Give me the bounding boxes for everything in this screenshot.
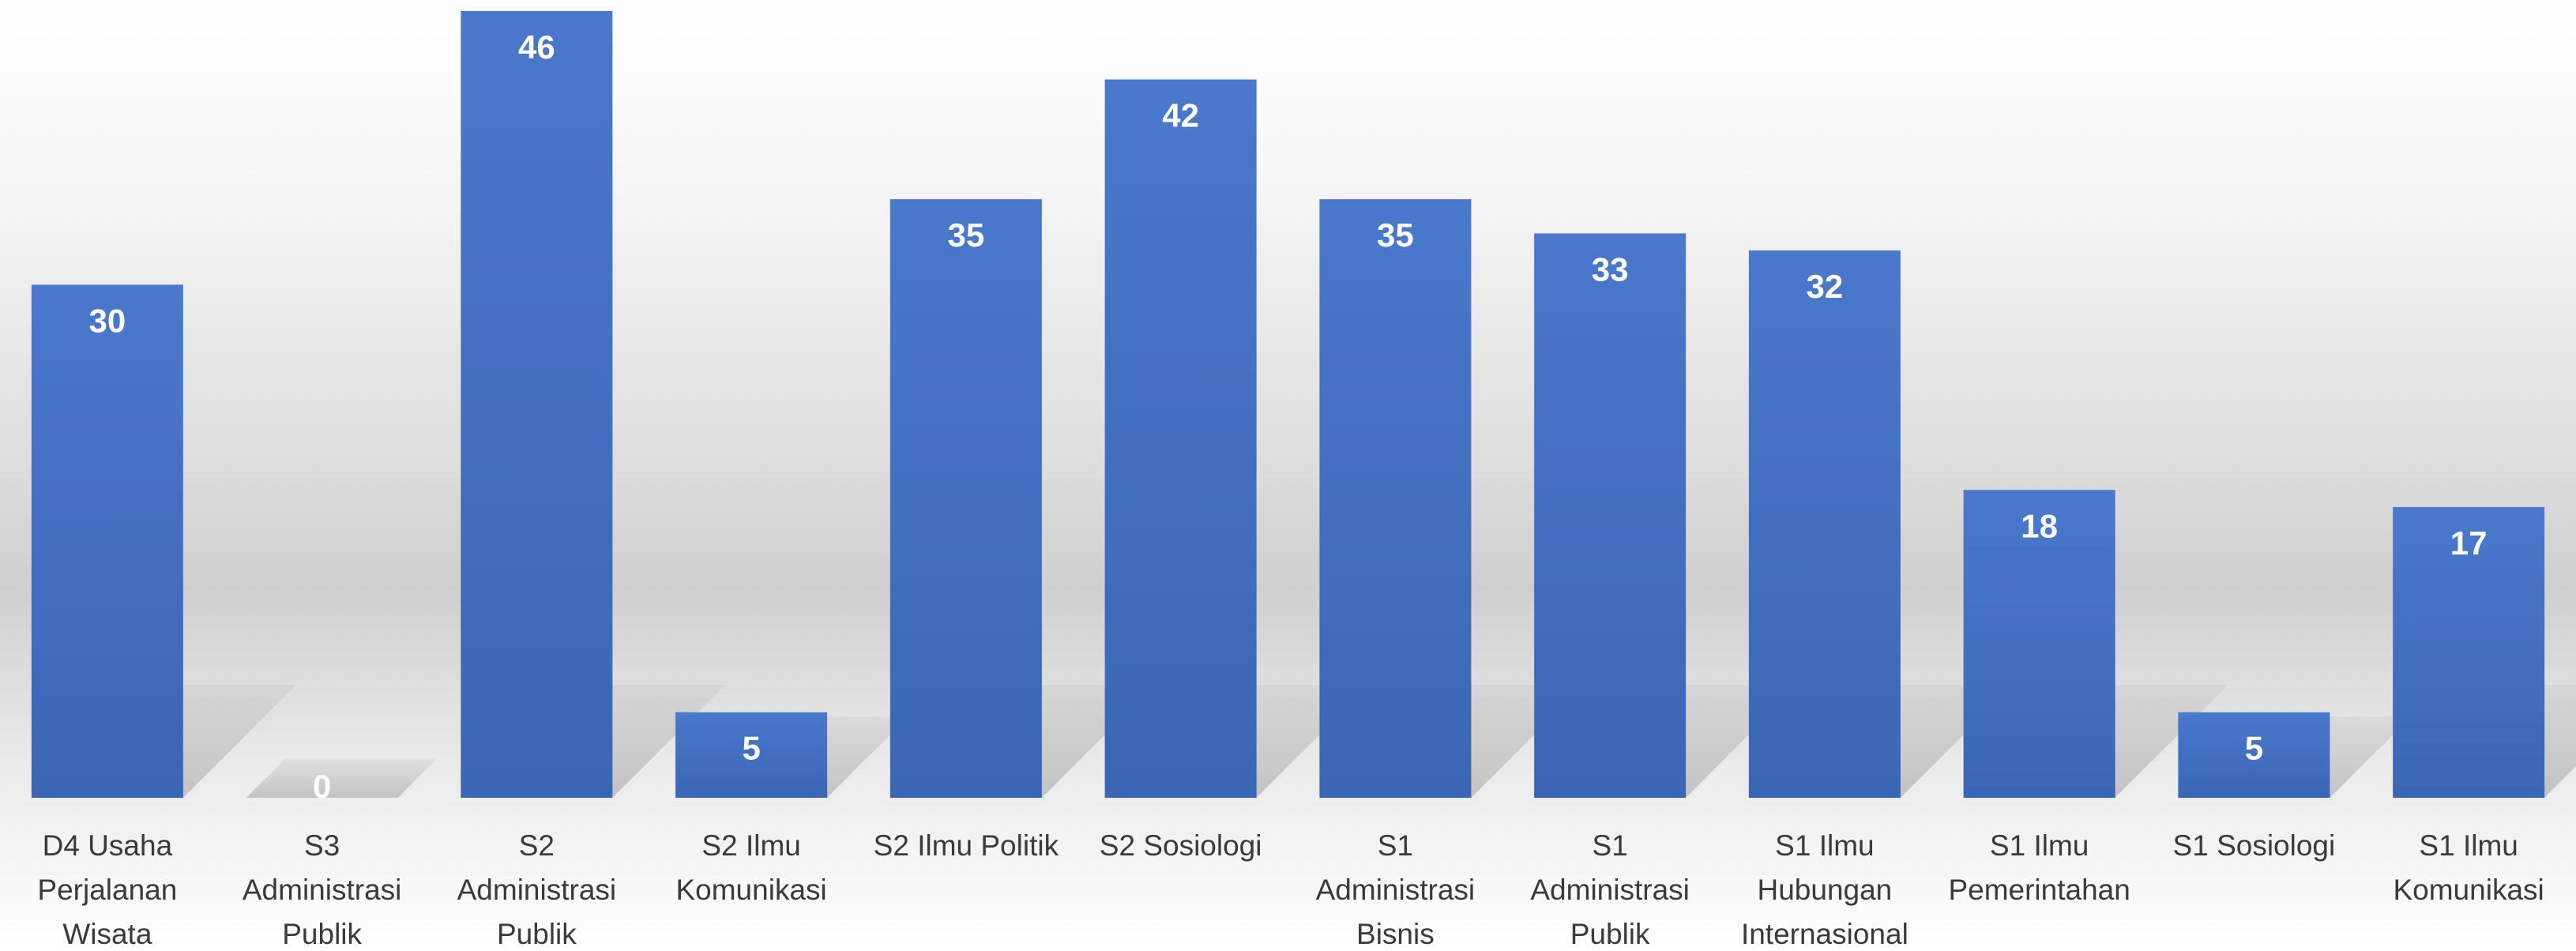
- category-label-line: Publik: [497, 918, 577, 947]
- category-label-line: S1: [1592, 829, 1627, 862]
- category-label: S1 Sosiologi: [2173, 829, 2336, 862]
- bar: [1963, 490, 2115, 798]
- bar: [889, 199, 1042, 798]
- category-label: S2 Ilmu Komunikasi: [675, 829, 826, 906]
- bar: [2178, 712, 2330, 798]
- category-label: S2 Administrasi Publik: [457, 829, 617, 947]
- bar: [2393, 506, 2545, 798]
- category-label-line: S1 Sosiologi: [2173, 829, 2336, 862]
- category-label-line: S2 Ilmu Politik: [874, 829, 1059, 862]
- category-label-line: Wisata: [62, 918, 152, 947]
- data-label: 5: [2245, 730, 2263, 767]
- data-label: 5: [742, 730, 760, 767]
- data-label: 42: [1162, 97, 1199, 134]
- category-label-line: S2: [519, 829, 555, 862]
- category-label-line: S2 Ilmu: [701, 829, 800, 862]
- category-label-line: S3: [304, 829, 340, 862]
- category-label-line: Administrasi: [1530, 874, 1690, 906]
- category-label: S1 Ilmu Komunikasi: [2393, 829, 2544, 906]
- data-label: 46: [518, 28, 555, 66]
- category-label-line: Internasional: [1741, 918, 1908, 947]
- category-label: S1 Ilmu Pemerintahan: [1948, 829, 2130, 906]
- category-label-line: S2 Sosiologi: [1100, 829, 1262, 862]
- category-label-line: Bisnis: [1356, 918, 1435, 947]
- category-label: S3 Administrasi Publik: [243, 829, 402, 947]
- data-label: 32: [1807, 268, 1844, 305]
- category-label-line: S1 Ilmu: [1775, 829, 1874, 862]
- category-label-line: S1 Ilmu: [2419, 829, 2518, 862]
- category-labels-group: D4 Usaha Perjalanan Wisata S3 Administrasi Pu…: [37, 829, 2544, 950]
- category-label-line: S1 Ilmu: [1990, 829, 2089, 862]
- bar: [461, 11, 613, 798]
- data-label: 35: [948, 216, 985, 254]
- category-label: S2 Sosiologi: [1100, 829, 1262, 862]
- bar: [1748, 250, 1901, 798]
- category-label-line: S1: [1378, 829, 1413, 862]
- data-label: 17: [2450, 524, 2488, 562]
- bars-group: [31, 11, 2545, 798]
- bar: [1534, 233, 1687, 798]
- category-label-line: Perjalanan: [37, 874, 177, 906]
- bar: [1319, 199, 1472, 798]
- category-label-line: Administrasi: [1316, 874, 1476, 906]
- category-label-line: Hubungan: [1757, 874, 1892, 906]
- data-label: 30: [89, 302, 126, 339]
- data-label: 35: [1377, 216, 1414, 254]
- category-label: S1 Ilmu Hubungan Internasional: [1741, 829, 1908, 947]
- data-label: 18: [2021, 507, 2058, 544]
- category-label: D4 Usaha Perjalanan Wisata: [37, 829, 177, 947]
- bar: [1104, 79, 1257, 798]
- data-label: 33: [1592, 250, 1629, 288]
- category-label-line: D4 Usaha: [43, 829, 173, 862]
- bar-shadow: [246, 758, 438, 798]
- category-label-line: Publik: [282, 918, 362, 947]
- category-label-line: Komunikasi: [675, 874, 826, 906]
- category-label: S1 Administrasi Publik: [1530, 829, 1690, 947]
- bar: [31, 284, 183, 798]
- category-label: S2 Ilmu Politik: [874, 829, 1059, 862]
- value-labels-group: 30 0 46 5 35 42 35 33 32 18 5 17: [89, 28, 2488, 805]
- category-label-line: Pemerintahan: [1948, 874, 2130, 906]
- data-label: 0: [313, 768, 331, 805]
- category-label-line: Administrasi: [457, 874, 617, 906]
- category-label-line: Publik: [1570, 918, 1650, 947]
- category-label-line: Administrasi: [243, 874, 402, 906]
- bar: [675, 712, 828, 798]
- category-label: S1 Administrasi Bisnis: [1316, 829, 1476, 947]
- category-label-line: Komunikasi: [2393, 874, 2544, 906]
